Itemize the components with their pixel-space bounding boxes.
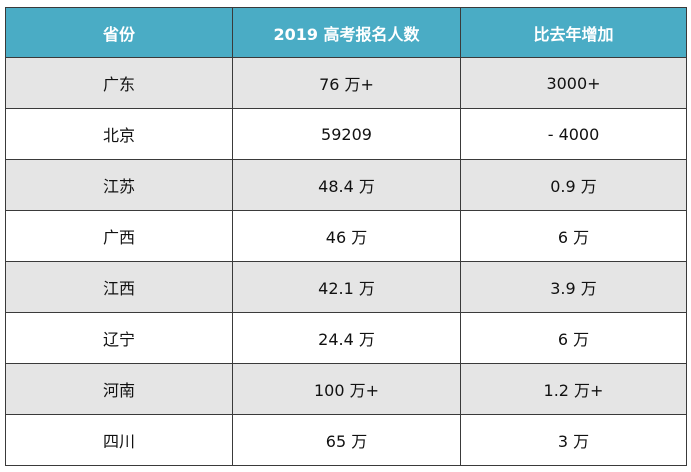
cell-province: 江西: [5, 261, 233, 313]
header-province: 省份: [5, 7, 233, 58]
cell-registrations: 100 万+: [232, 363, 461, 415]
table-container: 省份 2019 高考报名人数 比去年增加 广东 76 万+ 3000+ 北京 5…: [5, 7, 687, 466]
table-row: 江西 42.1 万 3.9 万: [5, 261, 687, 313]
header-increase-vs-last-year: 比去年增加: [460, 7, 687, 58]
table-row: 四川 65 万 3 万: [5, 414, 687, 466]
cell-increase: 0.9 万: [460, 159, 687, 211]
cell-province: 广东: [5, 57, 233, 109]
cell-province: 广西: [5, 210, 233, 262]
cell-increase: 3.9 万: [460, 261, 687, 313]
cell-increase: 6 万: [460, 312, 687, 364]
cell-province: 河南: [5, 363, 233, 415]
cell-registrations: 76 万+: [232, 57, 461, 109]
header-registrations-2019: 2019 高考报名人数: [232, 7, 461, 58]
table-row: 广西 46 万 6 万: [5, 210, 687, 262]
cell-increase: 6 万: [460, 210, 687, 262]
cell-province: 四川: [5, 414, 233, 466]
cell-increase: - 4000: [460, 108, 687, 160]
cell-province: 北京: [5, 108, 233, 160]
cell-increase: 3000+: [460, 57, 687, 109]
table-row: 广东 76 万+ 3000+: [5, 57, 687, 109]
cell-registrations: 48.4 万: [232, 159, 461, 211]
table-header: 省份 2019 高考报名人数 比去年增加: [5, 7, 687, 58]
cell-increase: 3 万: [460, 414, 687, 466]
cell-registrations: 42.1 万: [232, 261, 461, 313]
gaokao-registration-table: 省份 2019 高考报名人数 比去年增加 广东 76 万+ 3000+ 北京 5…: [5, 7, 687, 466]
cell-registrations: 46 万: [232, 210, 461, 262]
table-row: 辽宁 24.4 万 6 万: [5, 312, 687, 364]
table-row: 河南 100 万+ 1.2 万+: [5, 363, 687, 415]
header-row: 省份 2019 高考报名人数 比去年增加: [5, 7, 687, 58]
table-row: 江苏 48.4 万 0.9 万: [5, 159, 687, 211]
table-row: 北京 59209 - 4000: [5, 108, 687, 160]
cell-province: 辽宁: [5, 312, 233, 364]
cell-registrations: 59209: [232, 108, 461, 160]
cell-province: 江苏: [5, 159, 233, 211]
cell-registrations: 65 万: [232, 414, 461, 466]
table-body: 广东 76 万+ 3000+ 北京 59209 - 4000 江苏 48.4 万…: [5, 57, 687, 466]
cell-registrations: 24.4 万: [232, 312, 461, 364]
cell-increase: 1.2 万+: [460, 363, 687, 415]
